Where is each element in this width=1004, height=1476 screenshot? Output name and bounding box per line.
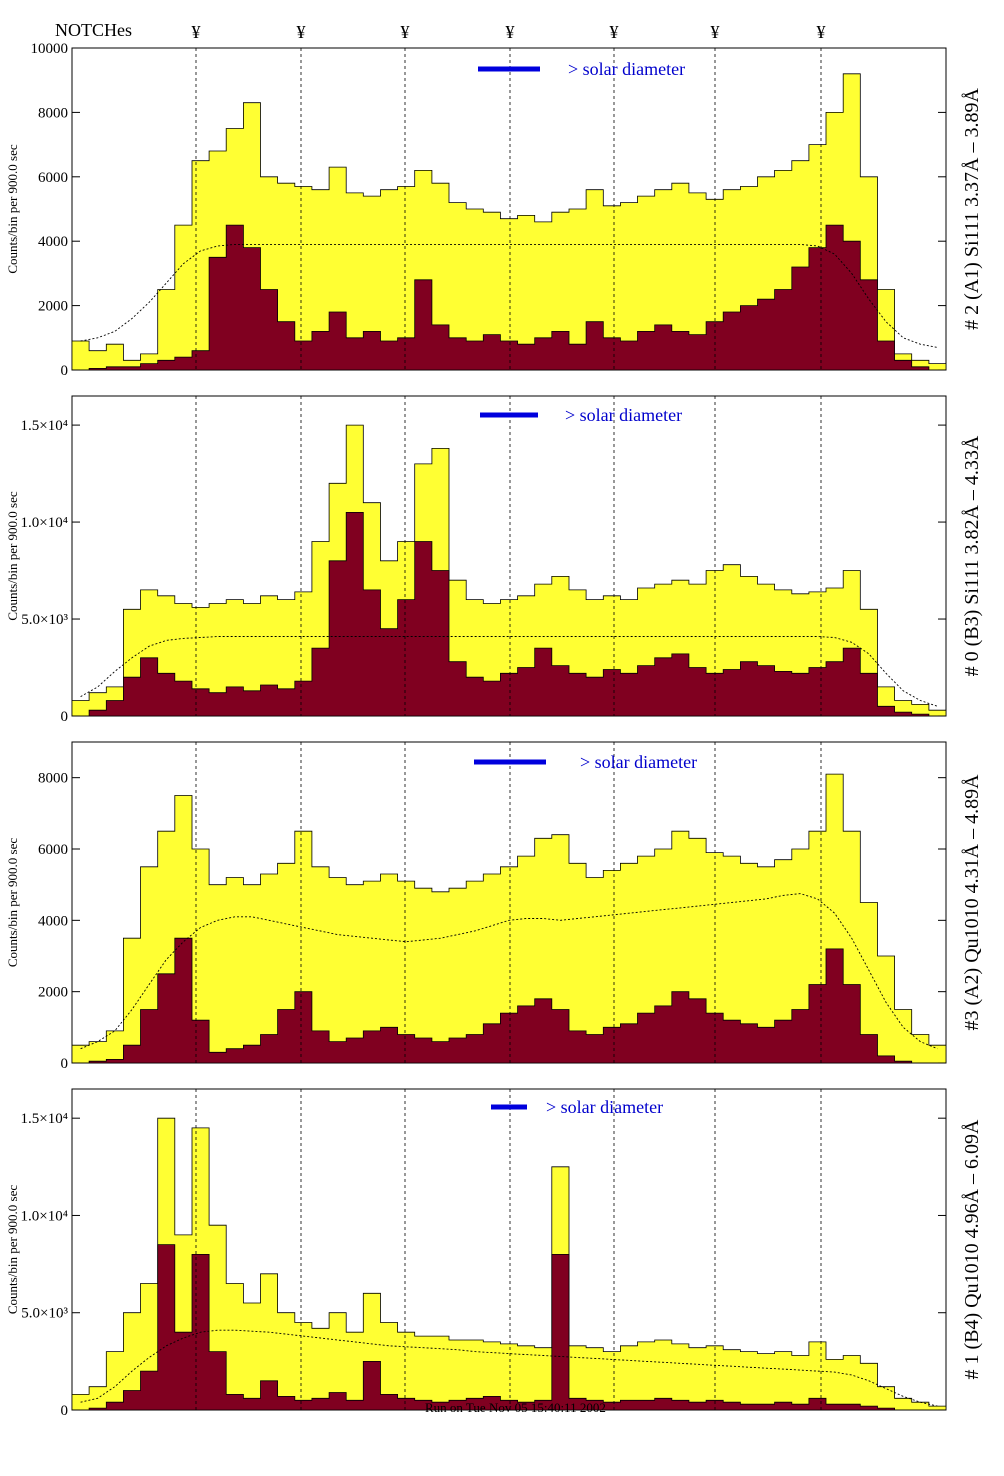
notch-marker: ¥	[711, 22, 720, 42]
fit-line	[80, 636, 938, 707]
notches-label: NOTCHes	[55, 20, 132, 40]
y-tick-label: 8000	[38, 105, 68, 121]
fit-line	[80, 243, 938, 348]
y-axis-label: Counts/bin per 900.0 sec	[5, 1185, 20, 1314]
y-tick-label: 5.0×10³	[21, 1306, 68, 1322]
fit-line	[80, 1329, 938, 1407]
y-tick-label: 10000	[31, 41, 69, 57]
fit-line	[80, 893, 938, 1050]
panel-title: # 1 (B4) Qu1010 4.96Å – 6.09Å	[961, 1119, 983, 1380]
total-counts-area	[71, 73, 947, 371]
notch-marker: ¥	[817, 22, 826, 42]
y-tick-label: 2000	[38, 299, 68, 315]
y-tick-label: 4000	[38, 234, 68, 250]
notch-marker: ¥	[610, 22, 619, 42]
y-axis-label: Counts/bin per 900.0 sec	[5, 838, 20, 967]
legend-label: > solar diameter	[580, 752, 697, 772]
notch-marker: ¥	[401, 22, 410, 42]
y-tick-label: 0	[61, 709, 69, 725]
y-tick-label: 5.0×10³	[21, 612, 68, 628]
y-axis-label: Counts/bin per 900.0 sec	[5, 144, 20, 273]
panel-0: 0 2000 4000 6000 8000 10000 Counts/bin per 900…	[5, 41, 983, 379]
panel-title: # 0 (B3) Si111 3.82Å – 4.33Å	[961, 435, 983, 676]
total-counts-area	[71, 773, 947, 1064]
legend-label: > solar diameter	[568, 59, 685, 79]
peak-counts-area	[72, 224, 946, 371]
y-tick-label: 0	[61, 1403, 69, 1419]
peak-counts-area	[72, 1244, 946, 1411]
panel-2: 0 2000 4000 6000 8000 Counts/bin per 900.0 se…	[5, 741, 983, 1072]
legend-label: > solar diameter	[565, 405, 682, 425]
y-tick-label: 1.5×10⁴	[21, 418, 68, 434]
y-tick-label: 8000	[38, 771, 68, 787]
panel-1: 0 5.0×10³ 1.0×10⁴ 1.5×10⁴ Counts/bin per 900…	[5, 395, 983, 725]
y-tick-label: 6000	[38, 170, 68, 186]
y-tick-label: 0	[61, 1056, 69, 1072]
y-tick-label: 1.0×10⁴	[21, 1208, 68, 1224]
y-tick-label: 2000	[38, 985, 68, 1001]
notch-marker: ¥	[506, 22, 515, 42]
y-tick-label: 6000	[38, 842, 68, 858]
y-tick-label: 1.0×10⁴	[21, 515, 68, 531]
y-axis-label: Counts/bin per 900.0 sec	[5, 491, 20, 620]
y-tick-label: 0	[61, 363, 69, 379]
notch-marker: ¥	[192, 22, 201, 42]
y-tick-label: 1.5×10⁴	[21, 1111, 68, 1127]
peak-counts-area	[72, 512, 946, 717]
y-tick-label: 4000	[38, 913, 68, 929]
panel-title: #3 (A2) Qu1010 4.31Å – 4.89Å	[961, 774, 983, 1031]
notch-marker: ¥	[297, 22, 306, 42]
total-counts-area	[71, 1117, 947, 1411]
panel-3: 0 5.0×10³ 1.0×10⁴ 1.5×10⁴ Counts/bin per 900…	[5, 1088, 983, 1419]
legend-label: > solar diameter	[546, 1097, 663, 1117]
peak-counts-area	[72, 937, 946, 1064]
total-counts-area	[71, 424, 947, 717]
panel-title: # 2 (A1) Si111 3.37Å – 3.89Å	[961, 88, 983, 330]
run-timestamp: Run on Tue Nov 05 15:40:11 2002	[425, 1400, 606, 1415]
